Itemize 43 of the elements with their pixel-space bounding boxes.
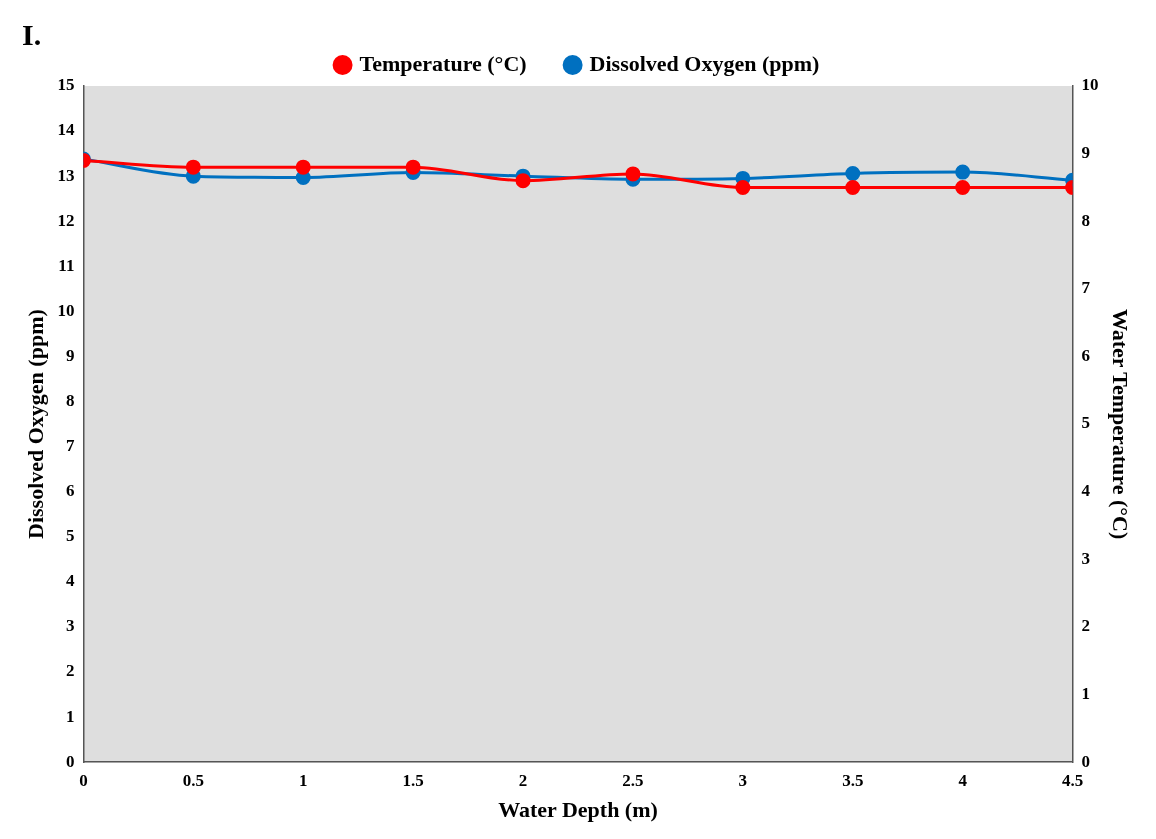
x-tick-label: 0 [79, 770, 88, 790]
y-tick-label: 0 [65, 751, 75, 771]
y2-tick-label: 8 [1081, 210, 1091, 230]
y-tick-label: 11 [58, 255, 75, 275]
y-tick-label: 6 [65, 481, 75, 501]
y-tick-label: 13 [57, 165, 75, 185]
y2-tick-label: 10 [1081, 75, 1099, 95]
y-tick-label: 10 [57, 300, 75, 320]
y2-tick-label: 5 [1081, 413, 1091, 433]
x-tick-label: 3.5 [842, 770, 864, 790]
y2-tick-label: 6 [1081, 345, 1091, 365]
y2-tick-label: 7 [1081, 278, 1091, 298]
legend-label: Temperature (°C) [359, 50, 527, 76]
x-tick-label: 3 [738, 770, 748, 790]
y2-tick-label: 2 [1081, 616, 1091, 636]
y-tick-label: 1 [65, 706, 75, 726]
y-axis-title: Dissolved Oxygen (ppm) [22, 309, 48, 539]
y2-tick-label: 3 [1081, 548, 1091, 568]
x-tick-label: 0.5 [182, 770, 204, 790]
y-tick-label: 4 [65, 571, 75, 591]
x-tick-label: 4.5 [1061, 770, 1084, 790]
x-tick-label: 4 [958, 770, 968, 790]
legend-label: Dissolved Oxygen (ppm) [589, 50, 820, 76]
y-tick-label: 14 [57, 120, 75, 140]
y-tick-label: 5 [65, 526, 75, 546]
y2-axis-title: Water Temperature (°C) [1108, 308, 1134, 540]
x-tick-label: 1 [298, 770, 308, 790]
y2-tick-label: 1 [1081, 683, 1091, 703]
y2-tick-label: 0 [1081, 751, 1091, 771]
x-tick-label: 1.5 [402, 770, 424, 790]
text: I. [22, 17, 42, 51]
x-axis-title: Water Depth (m) [498, 797, 658, 823]
y2-tick-label: 4 [1081, 481, 1091, 501]
x-tick-label: 2.5 [622, 770, 644, 790]
y-tick-label: 2 [65, 661, 75, 681]
y-tick-label: 12 [57, 210, 75, 230]
y-tick-label: 9 [65, 345, 75, 365]
y-tick-label: 8 [65, 390, 75, 410]
y2-tick-label: 9 [1081, 143, 1091, 163]
x-tick-label: 2 [518, 770, 528, 790]
y-tick-label: 7 [65, 436, 75, 456]
y-tick-label: 15 [57, 75, 75, 95]
y-tick-label: 3 [65, 616, 75, 636]
